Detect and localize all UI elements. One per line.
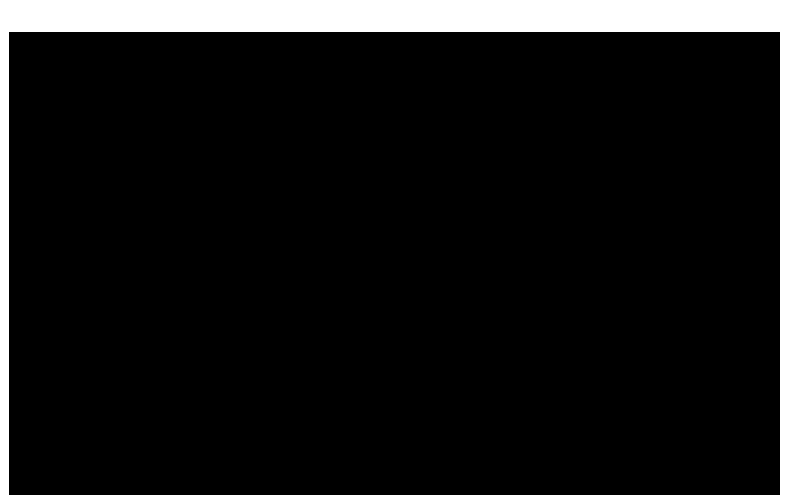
wordcloud-canvas (9, 32, 780, 495)
